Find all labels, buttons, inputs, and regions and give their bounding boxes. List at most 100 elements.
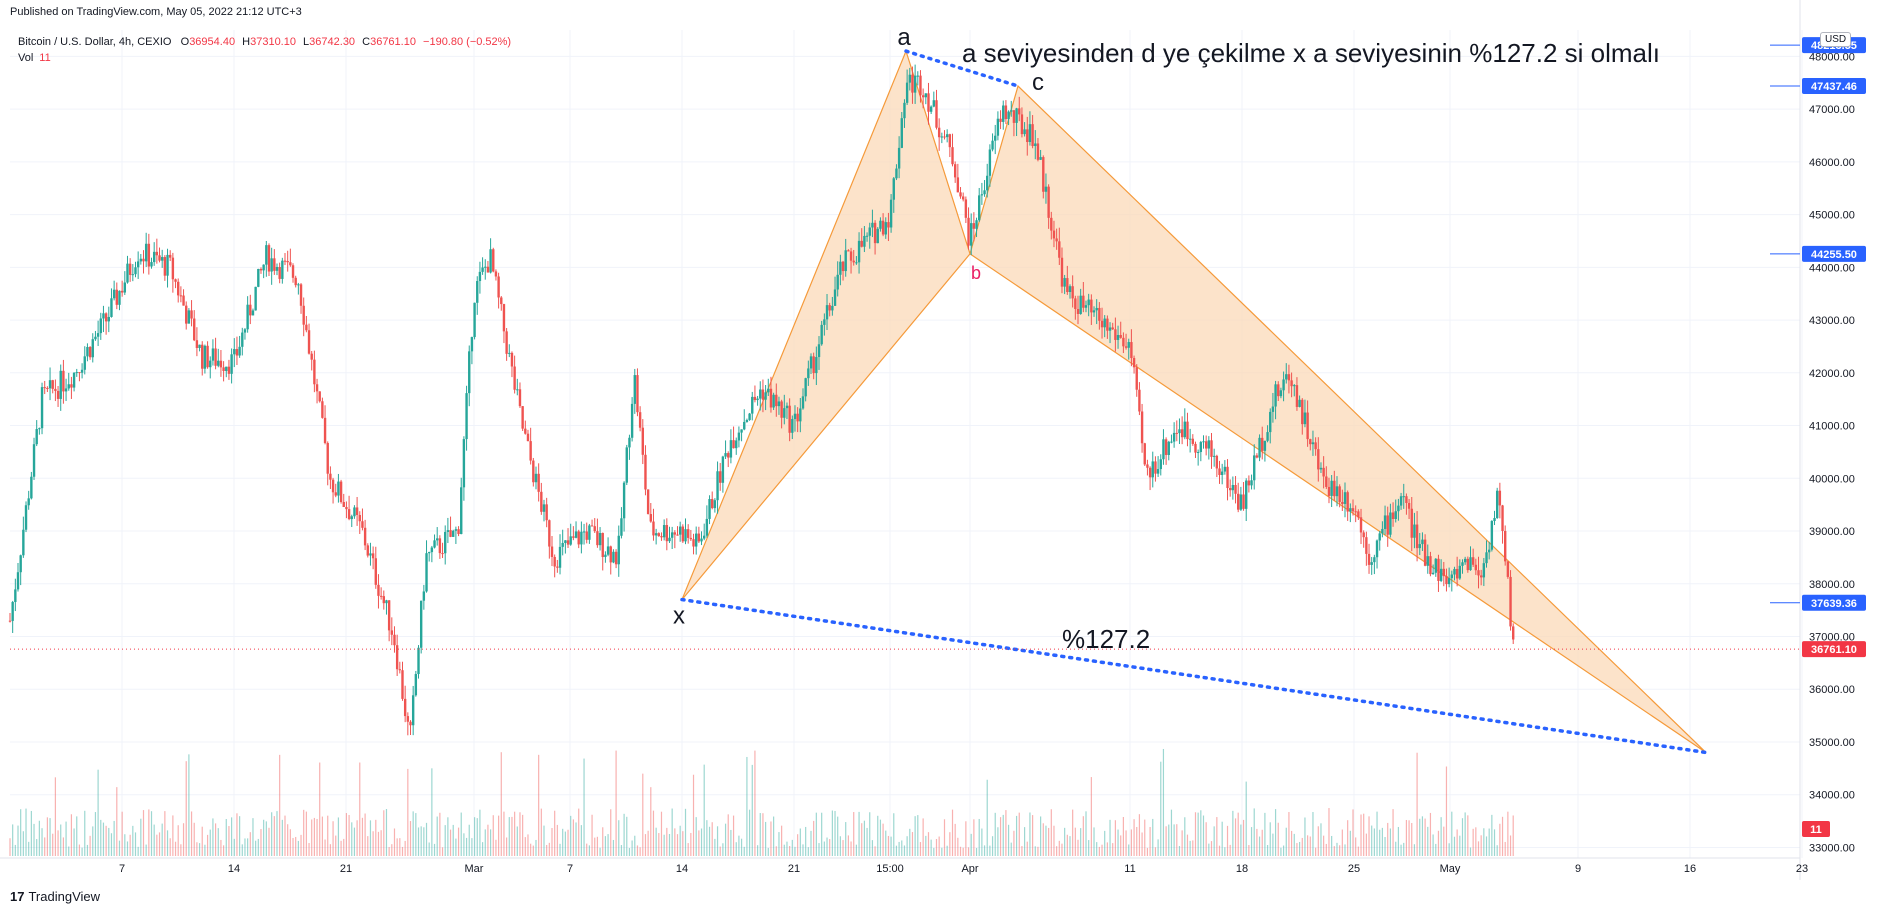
volume-bar (1285, 827, 1287, 856)
candle-body (433, 540, 436, 548)
volume-bar (479, 809, 481, 856)
volume-bar (1435, 843, 1437, 856)
candle-body (331, 479, 335, 493)
pattern-bcd-triangle (969, 84, 1707, 754)
candle-body (1357, 511, 1360, 518)
volume-bar (1208, 843, 1210, 856)
candle-body (863, 235, 866, 247)
volume-bar (1178, 845, 1181, 856)
volume-bar (644, 834, 647, 856)
volume-bar (457, 827, 460, 856)
harmonic-pattern[interactable] (681, 49, 1707, 754)
candle-body (684, 529, 687, 542)
high-label: H (242, 36, 251, 48)
volume-bar (76, 816, 78, 856)
currency-button[interactable]: USD (1820, 32, 1852, 47)
candle-body (1383, 515, 1387, 529)
volume-bar (148, 809, 150, 856)
volume-bar (356, 820, 358, 856)
time-axis[interactable]: 7 14 21 Mar 7 14 21 15:00 Apr 11 18 25 May 9 16 23 (119, 863, 1808, 875)
price-tag-label: 44255.50 (1811, 249, 1857, 261)
volume-bar (596, 836, 598, 856)
volume-bar (898, 841, 900, 856)
candle-body (524, 428, 527, 434)
candle-body (521, 406, 524, 429)
candle-body (1140, 411, 1144, 444)
time-tick-label: 25 (1348, 863, 1360, 875)
volume-bar (1160, 761, 1162, 856)
volume-bar (919, 842, 922, 856)
volume-bar (420, 826, 422, 856)
volume-bar (652, 810, 655, 856)
candle-body (1391, 512, 1395, 520)
candle-body (828, 305, 831, 311)
volume-bar (1437, 830, 1440, 856)
candle-body (1130, 342, 1133, 359)
volume-bar (62, 837, 64, 856)
candle-body (644, 454, 647, 490)
candle-body (1402, 496, 1405, 498)
volume-bar (1293, 833, 1295, 856)
volume-bar (36, 839, 38, 856)
candle-body (1335, 486, 1339, 497)
volume-bar (25, 808, 27, 856)
volume-bar (263, 819, 265, 856)
volume-bar (1120, 835, 1122, 856)
candle-body (617, 535, 620, 565)
candle-body (847, 250, 850, 252)
volume-bar (1261, 829, 1263, 856)
candle-body (86, 346, 89, 357)
tradingview-logo[interactable]: 17 TradingView (10, 889, 100, 904)
volume-bar (22, 831, 24, 856)
low-label: L (303, 36, 310, 48)
volume-bar (767, 847, 769, 856)
candle-body (193, 318, 196, 341)
volume-bar (447, 817, 449, 856)
volume-bar (1325, 843, 1327, 856)
candle-body (51, 380, 54, 389)
volume-bar (1453, 836, 1456, 856)
volume-bar (1226, 825, 1229, 856)
volume-bar (1491, 814, 1493, 856)
volume-bar (1138, 814, 1141, 856)
candle-body (1188, 438, 1192, 440)
volume-bar (166, 830, 169, 856)
ratio-label: %127.2 (1062, 624, 1150, 654)
candle-body (959, 192, 962, 197)
candle-body (689, 537, 693, 540)
open-value: 36954.40 (189, 36, 236, 48)
volume-bar (92, 826, 94, 856)
price-axis[interactable]: 48000.00 47000.00 46000.00 45000.00 44000.00… (1770, 37, 1866, 854)
price-tag-box (1802, 594, 1866, 611)
volume-bar (1165, 826, 1167, 856)
candle-body (1285, 374, 1288, 380)
volume-bar (20, 809, 22, 856)
low-value: 36742.30 (309, 36, 356, 48)
volume-bar (1045, 825, 1047, 856)
candle-body (719, 471, 722, 483)
candle-body (310, 353, 313, 360)
volume-bar (660, 811, 663, 856)
volume-bar (297, 840, 299, 856)
pattern-overlay[interactable]: x a c b %127.2 a seviyesinden d ye çekilme x … (10, 24, 1800, 755)
candle-body (654, 533, 658, 536)
volume-bar (1242, 819, 1245, 856)
volume-bar (978, 818, 980, 856)
volume-bar (610, 809, 612, 856)
volume-bar (1114, 820, 1116, 856)
candle-body (1167, 441, 1170, 455)
volume-bar (214, 823, 217, 856)
volume-bar (329, 844, 331, 856)
candle-body (147, 243, 151, 267)
volume-bar (1456, 829, 1458, 856)
volume-bar (129, 834, 131, 856)
volume-bar (1021, 846, 1023, 856)
candle-body (1071, 286, 1074, 299)
candle-body (729, 440, 733, 458)
volume-bar (1248, 845, 1250, 856)
volume-bar (647, 830, 649, 856)
volume-bar (140, 818, 142, 856)
candle-body (1202, 441, 1205, 443)
volume-bar (829, 839, 831, 856)
